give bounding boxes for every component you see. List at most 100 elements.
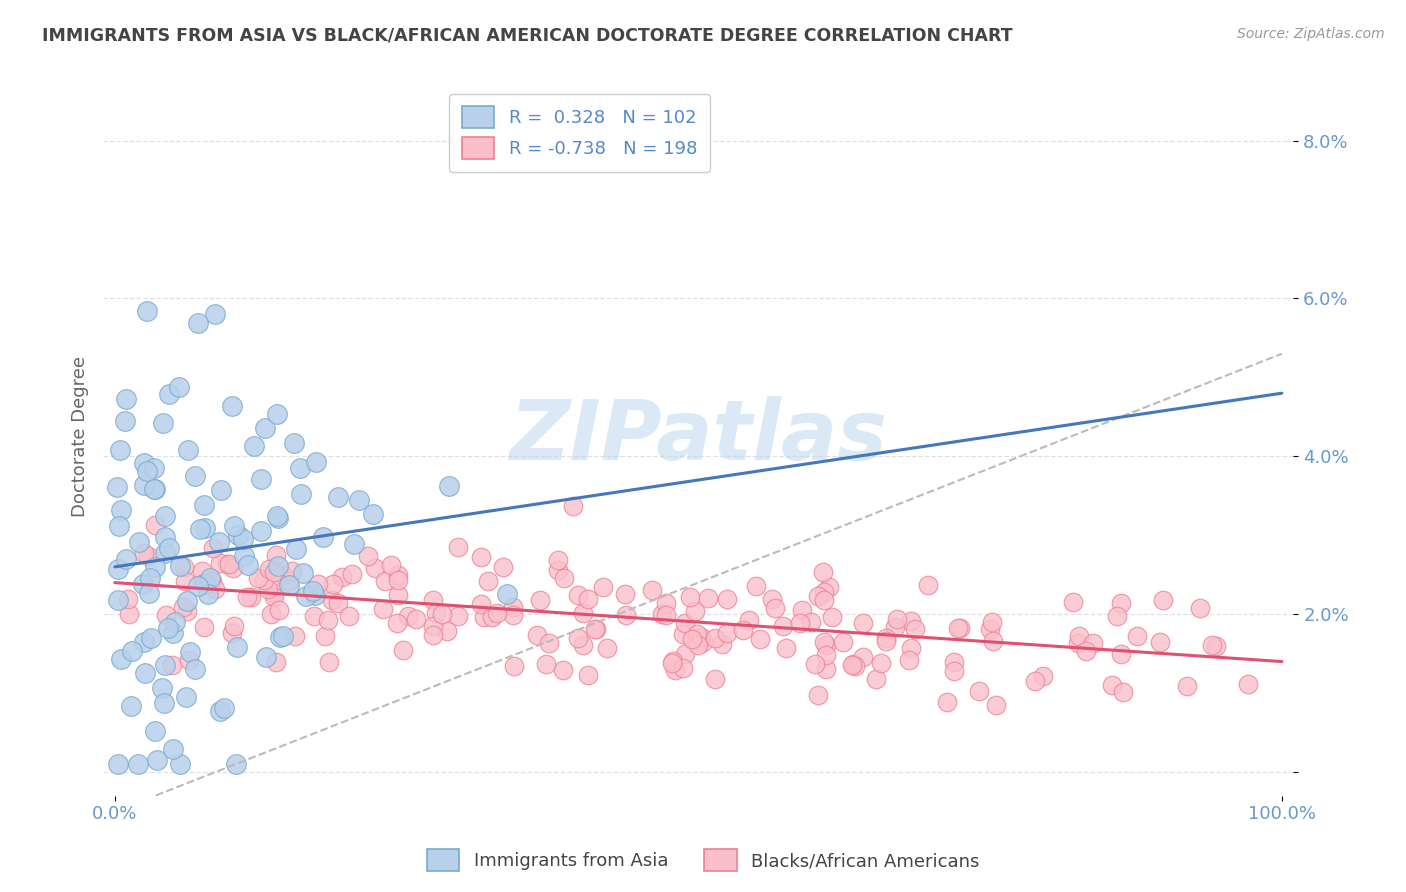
Point: [439, 479, 461, 493]
Point: [672, 661, 695, 675]
Point: [165, 615, 187, 629]
Point: [374, 574, 396, 589]
Point: [267, 558, 290, 573]
Point: [114, 392, 136, 406]
Point: [236, 558, 259, 572]
Point: [986, 698, 1008, 713]
Point: [305, 455, 328, 469]
Point: [167, 380, 190, 394]
Point: [686, 627, 709, 641]
Point: [485, 606, 508, 620]
Point: [447, 540, 470, 554]
Point: [208, 704, 231, 718]
Point: [115, 552, 138, 566]
Point: [432, 607, 454, 621]
Point: [804, 657, 827, 671]
Point: [745, 579, 768, 593]
Point: [731, 624, 754, 638]
Point: [387, 573, 409, 587]
Point: [301, 583, 323, 598]
Point: [246, 571, 269, 585]
Point: [697, 591, 720, 606]
Point: [153, 696, 176, 710]
Point: [831, 635, 853, 649]
Point: [209, 557, 232, 571]
Point: [267, 511, 290, 525]
Point: [218, 558, 240, 572]
Point: [257, 582, 280, 597]
Point: [614, 607, 637, 622]
Point: [269, 630, 291, 644]
Point: [132, 456, 155, 470]
Point: [187, 579, 209, 593]
Legend: R =  0.328   N = 102, R = -0.738   N = 198: R = 0.328 N = 102, R = -0.738 N = 198: [449, 94, 710, 172]
Point: [690, 630, 713, 644]
Point: [157, 387, 180, 401]
Point: [160, 658, 183, 673]
Point: [200, 574, 222, 588]
Point: [572, 638, 595, 652]
Point: [502, 599, 524, 614]
Point: [1067, 629, 1090, 643]
Point: [685, 604, 707, 618]
Point: [193, 499, 215, 513]
Point: [257, 562, 280, 576]
Point: [422, 628, 444, 642]
Point: [260, 607, 283, 621]
Point: [250, 524, 273, 539]
Point: [495, 586, 517, 600]
Point: [492, 560, 515, 574]
Point: [534, 657, 557, 671]
Point: [946, 621, 969, 635]
Point: [128, 535, 150, 549]
Point: [1201, 638, 1223, 652]
Point: [1175, 679, 1198, 693]
Point: [405, 612, 427, 626]
Point: [193, 575, 215, 590]
Point: [263, 565, 285, 579]
Point: [969, 683, 991, 698]
Point: [363, 561, 385, 575]
Point: [271, 568, 294, 582]
Point: [655, 596, 678, 610]
Point: [547, 563, 569, 577]
Point: [844, 658, 866, 673]
Point: [243, 439, 266, 453]
Point: [172, 599, 194, 614]
Point: [284, 629, 307, 643]
Point: [1081, 635, 1104, 649]
Point: [143, 482, 166, 496]
Point: [120, 698, 142, 713]
Point: [288, 461, 311, 475]
Point: [208, 535, 231, 549]
Point: [387, 567, 409, 582]
Point: [883, 620, 905, 634]
Point: [1024, 673, 1046, 688]
Point: [738, 613, 761, 627]
Point: [470, 549, 492, 564]
Point: [502, 608, 524, 623]
Point: [326, 491, 349, 505]
Point: [537, 636, 560, 650]
Point: [290, 487, 312, 501]
Point: [870, 656, 893, 670]
Point: [200, 571, 222, 585]
Point: [813, 635, 835, 649]
Point: [179, 645, 201, 659]
Point: [107, 593, 129, 607]
Point: [1062, 595, 1084, 609]
Point: [716, 592, 738, 607]
Point: [942, 655, 965, 669]
Point: [340, 567, 363, 582]
Point: [547, 553, 569, 567]
Point: [585, 622, 607, 636]
Point: [143, 460, 166, 475]
Point: [380, 558, 402, 572]
Point: [107, 519, 129, 533]
Point: [651, 607, 673, 621]
Point: [201, 541, 224, 556]
Point: [673, 616, 696, 631]
Point: [979, 623, 1001, 637]
Point: [875, 631, 897, 645]
Point: [567, 631, 589, 645]
